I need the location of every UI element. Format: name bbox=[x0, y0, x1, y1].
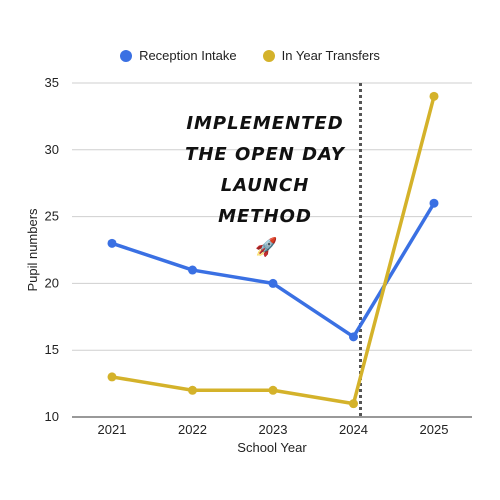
x-tick-label: 2021 bbox=[98, 422, 127, 437]
data-point bbox=[429, 91, 439, 101]
annotation-line-last: METHOD 🚀 bbox=[170, 201, 360, 263]
data-point bbox=[429, 198, 439, 208]
x-axis-title: School Year bbox=[237, 440, 307, 455]
annotation-text: IMPLEMENTED THE OPEN DAY LAUNCH METHOD 🚀 bbox=[170, 108, 360, 263]
legend-item-in-year-transfers[interactable]: In Year Transfers bbox=[262, 48, 380, 63]
data-point bbox=[107, 238, 117, 248]
data-point bbox=[268, 278, 278, 288]
y-tick-label: 20 bbox=[45, 275, 59, 290]
data-point bbox=[188, 385, 197, 395]
annotation-line: METHOD bbox=[218, 206, 312, 227]
data-point bbox=[349, 332, 358, 342]
x-tick-label: 2024 bbox=[339, 422, 368, 437]
y-tick-label: 30 bbox=[45, 142, 59, 157]
legend-item-reception-intake[interactable]: Reception Intake bbox=[120, 48, 237, 63]
y-tick-label: 10 bbox=[45, 409, 59, 424]
x-axis-ticks: 2021 2022 2023 2024 2025 bbox=[98, 422, 449, 437]
data-point bbox=[107, 372, 117, 382]
data-point bbox=[268, 385, 278, 395]
legend-marker-icon bbox=[120, 49, 133, 62]
x-tick-label: 2023 bbox=[259, 422, 288, 437]
data-point bbox=[349, 399, 358, 409]
y-axis-ticks: 10 15 20 25 30 35 bbox=[45, 75, 59, 424]
rocket-icon: 🚀 bbox=[255, 237, 279, 258]
y-tick-label: 15 bbox=[45, 342, 59, 357]
legend-marker-icon bbox=[262, 49, 275, 62]
data-point bbox=[188, 265, 197, 275]
legend: Reception Intake In Year Transfers bbox=[0, 48, 500, 63]
annotation-line: LAUNCH bbox=[220, 175, 310, 196]
y-tick-label: 25 bbox=[45, 209, 59, 224]
y-tick-label: 35 bbox=[45, 75, 59, 90]
x-tick-label: 2022 bbox=[178, 422, 207, 437]
series-lines bbox=[107, 91, 439, 409]
legend-label: Reception Intake bbox=[139, 48, 237, 63]
legend-label: In Year Transfers bbox=[281, 48, 380, 63]
x-tick-label: 2025 bbox=[420, 422, 449, 437]
y-axis-title: Pupil numbers bbox=[25, 208, 40, 292]
annotation-line: IMPLEMENTED bbox=[186, 113, 344, 134]
annotation-line: THE OPEN DAY bbox=[185, 144, 345, 165]
